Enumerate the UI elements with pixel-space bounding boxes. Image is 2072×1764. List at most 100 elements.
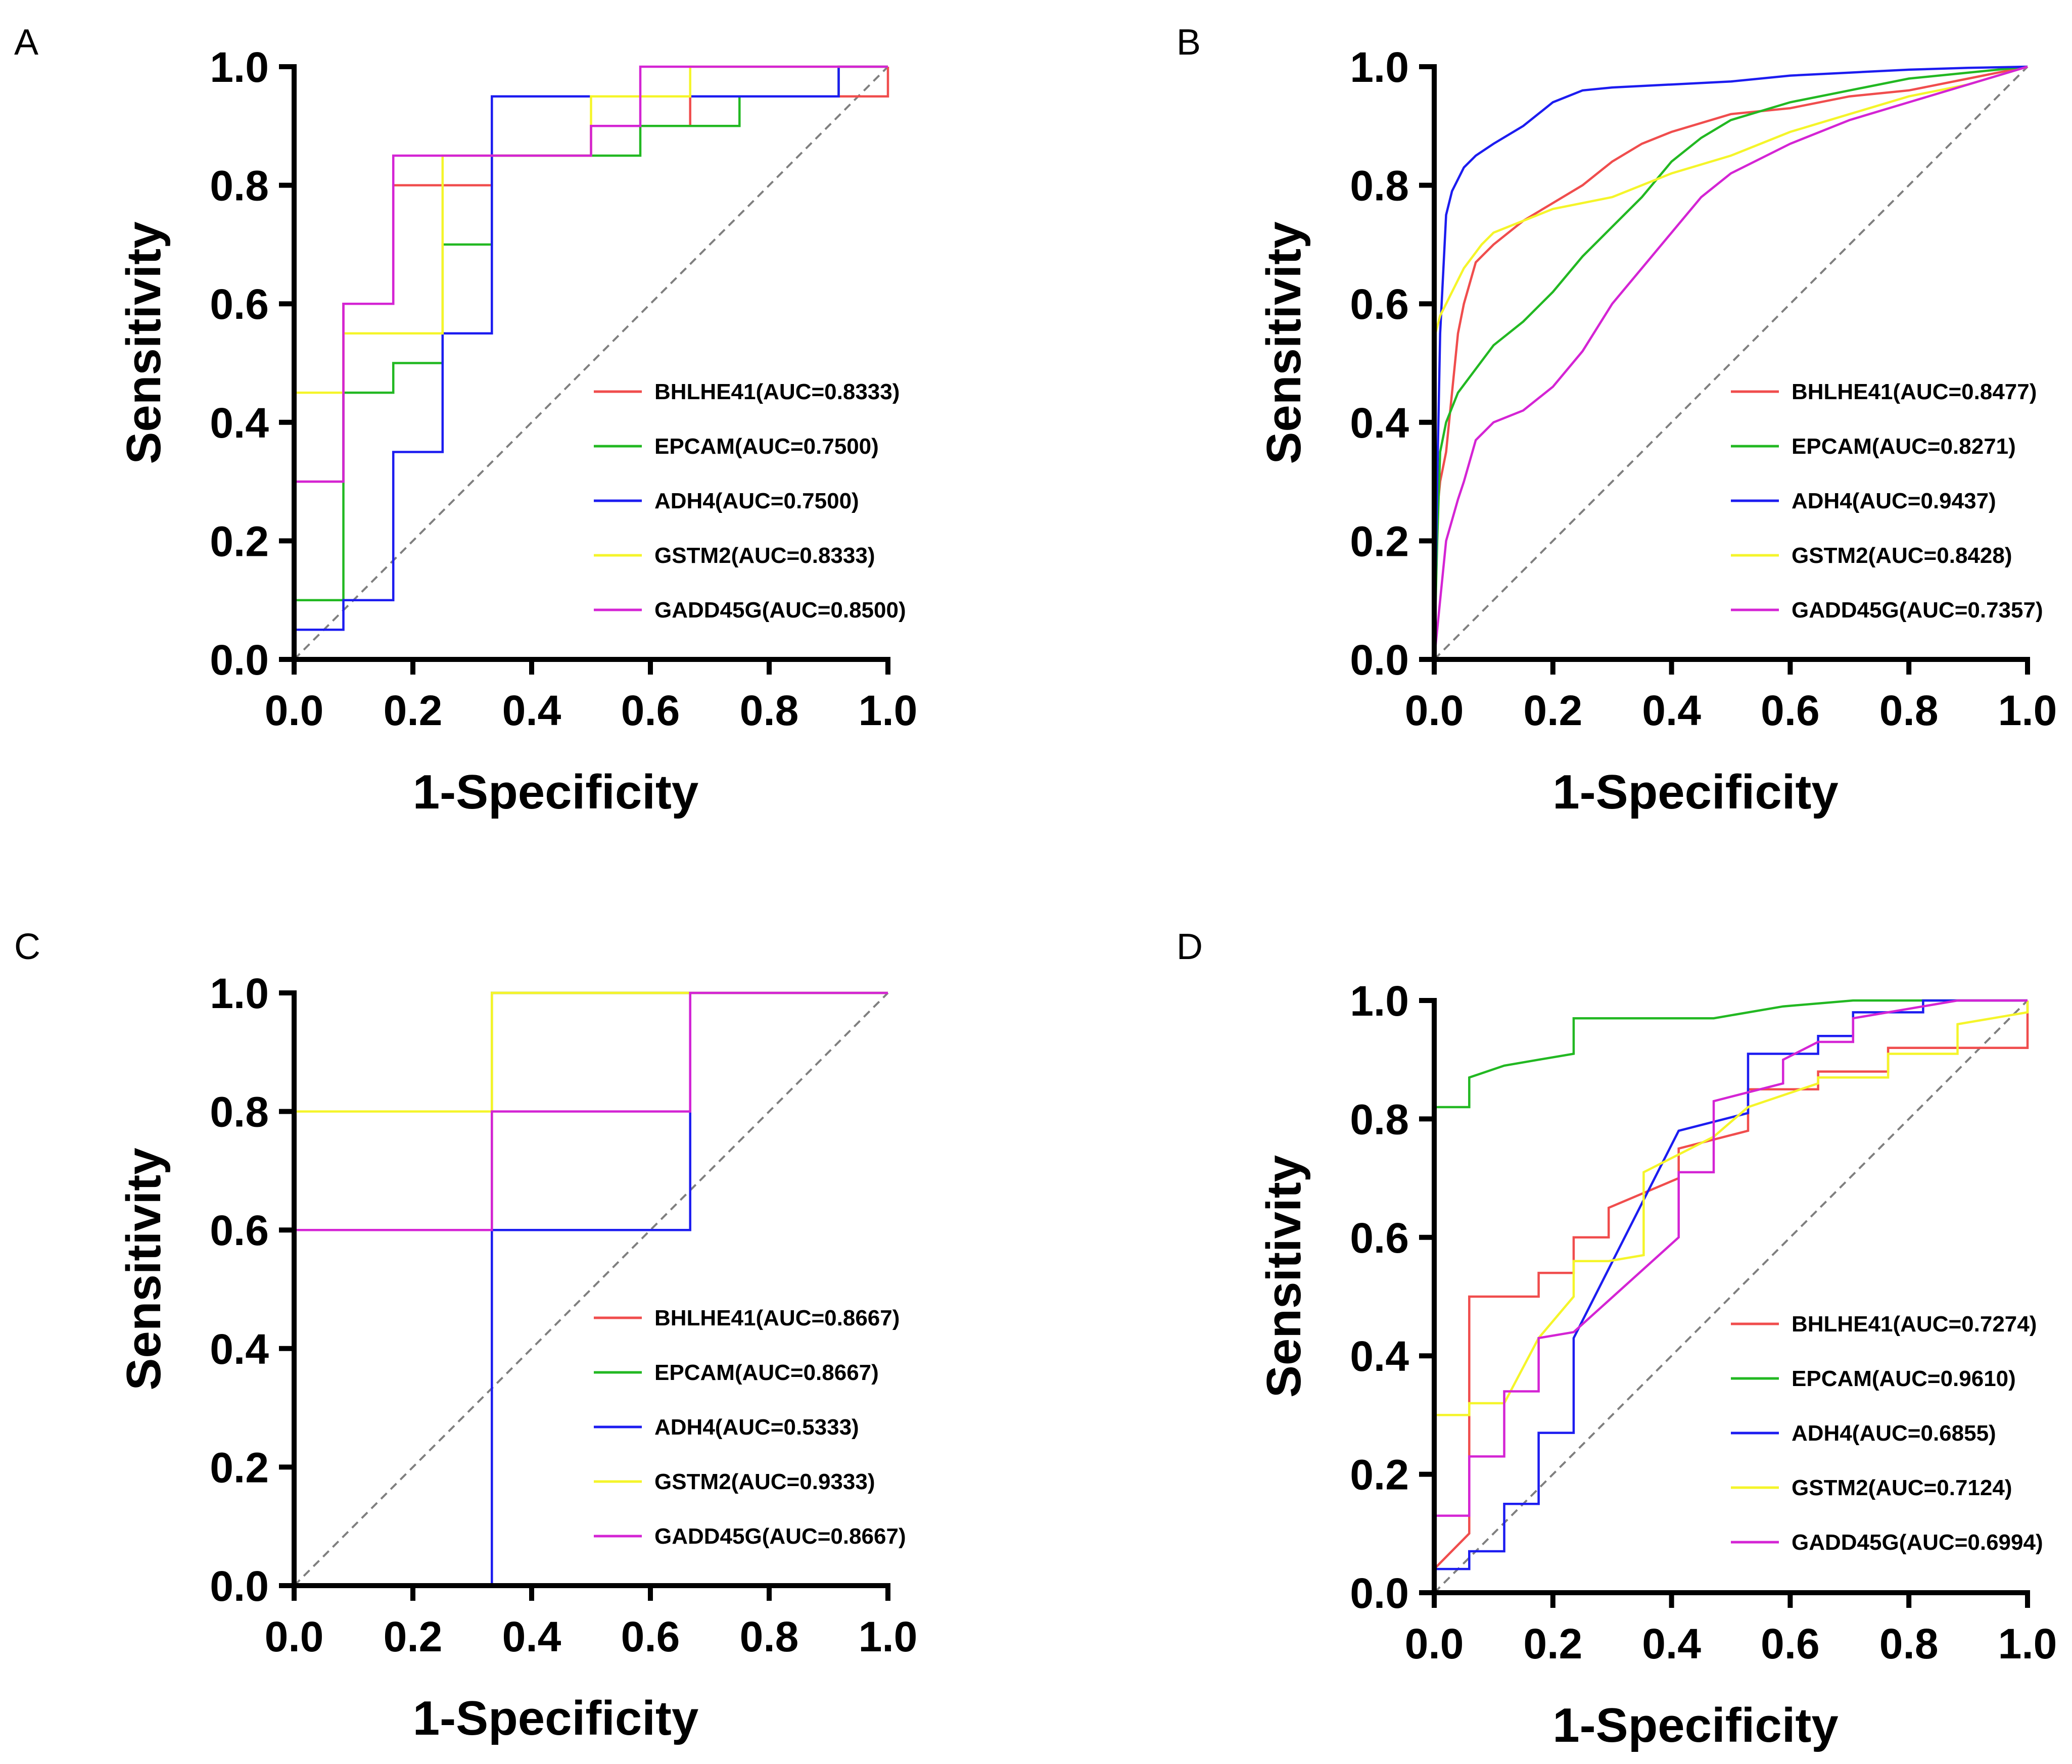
y-tick-label: 0.2 <box>210 1444 269 1491</box>
y-tick-label: 0.8 <box>210 1088 269 1136</box>
y-tick-label: 0.0 <box>1350 1569 1409 1617</box>
panel-label: B <box>1176 22 1201 63</box>
x-tick-label: 0.8 <box>1879 1620 1939 1667</box>
y-tick-label: 0.2 <box>1350 517 1409 565</box>
legend-label: BHLHE41(AUC=0.7274) <box>1792 1312 2037 1337</box>
y-tick-label: 0.4 <box>210 399 269 447</box>
y-tick-label: 0.8 <box>1350 1095 1409 1143</box>
x-tick-label: 0.0 <box>265 1613 324 1660</box>
roc-curve-epcam <box>1433 999 2028 1593</box>
y-tick-label: 0.6 <box>210 1207 269 1254</box>
y-axis-title: Sensitivity <box>1257 1155 1311 1398</box>
legend: BHLHE41(AUC=0.8477) EPCAM(AUC=0.8271) ADH4… <box>1731 379 2043 623</box>
panel-d: D 0.00.0 0.2 0.2 0.4 0.4 0.6 0.6 0.8 0.8 1.0 1.0 1-S… <box>1176 927 2057 1752</box>
panel-c: C 0.00.0 0.2 0.2 0.4 0.4 0.6 0.6 0.8 0.8 1.0 1.0 1-S… <box>14 927 917 1745</box>
legend-label: GSTM2(AUC=0.9333) <box>654 1469 875 1494</box>
roc-curve-gadd45g <box>1433 999 2028 1593</box>
roc-curve-adh4 <box>1433 65 2028 660</box>
panel-a: A 0.00.0 0.2 0.2 0.4 0.4 0.6 0.6 0.8 0.8 1.0 1.0 1-S… <box>14 22 917 819</box>
x-axis-title: 1-Specificity <box>413 1691 699 1745</box>
roc-curve-adh4 <box>1433 999 2028 1593</box>
x-tick-label: 0.2 <box>1523 1620 1582 1667</box>
x-tick-label: 0.8 <box>740 1613 799 1660</box>
roc-curve-gadd45g <box>1433 65 2028 660</box>
x-tick-label: 1.0 <box>1998 687 2057 734</box>
x-tick-label: 0.8 <box>740 687 799 734</box>
y-tick-label: 0.2 <box>1350 1451 1409 1499</box>
reference-diagonal <box>1433 66 2029 660</box>
x-axis-title: 1-Specificity <box>1552 765 1839 819</box>
legend-label: EPCAM(AUC=0.8667) <box>654 1360 879 1385</box>
reference-diagonal <box>293 992 889 1587</box>
y-tick-label: 0.4 <box>1350 1332 1409 1380</box>
legend-label: GADD45G(AUC=0.7357) <box>1792 598 2043 623</box>
legend: BHLHE41(AUC=0.8667) EPCAM(AUC=0.8667) ADH4… <box>594 1306 906 1549</box>
reference-diagonal <box>1433 999 2029 1594</box>
legend-label: GADD45G(AUC=0.8667) <box>654 1524 906 1549</box>
x-tick-label: 1.0 <box>859 687 918 734</box>
x-tick-label: 0.6 <box>621 687 680 734</box>
y-axis-title: Sensitivity <box>1257 221 1311 464</box>
legend-label: ADH4(AUC=0.7500) <box>654 489 859 513</box>
legend-label: GSTM2(AUC=0.8333) <box>654 543 875 568</box>
legend-label: EPCAM(AUC=0.8271) <box>1792 434 2016 459</box>
legend: BHLHE41(AUC=0.8333) EPCAM(AUC=0.7500) ADH4… <box>594 379 906 623</box>
legend-label: GADD45G(AUC=0.8500) <box>654 598 906 623</box>
x-tick-label: 0.0 <box>1405 687 1464 734</box>
y-tick-label: 0.0 <box>210 636 269 684</box>
y-tick-label: 0.4 <box>1350 399 1409 447</box>
x-tick-label: 1.0 <box>1998 1620 2057 1667</box>
roc-curve-gadd45g <box>293 65 888 659</box>
roc-curve-bhlhe41 <box>1433 65 2028 660</box>
y-tick-label: 0.0 <box>1350 636 1409 684</box>
x-tick-label: 0.4 <box>1642 1620 1701 1667</box>
x-tick-label: 0.0 <box>1405 1620 1464 1667</box>
x-tick-label: 0.6 <box>1761 687 1820 734</box>
roc-curve-adh4 <box>293 65 888 659</box>
legend-label: EPCAM(AUC=0.9610) <box>1792 1366 2016 1391</box>
x-tick-label: 0.2 <box>1523 687 1582 734</box>
x-axis-title: 1-Specificity <box>1552 1698 1839 1752</box>
y-axis-title: Sensitivity <box>117 1148 171 1390</box>
y-tick-label: 1.0 <box>1350 43 1409 91</box>
legend-label: GSTM2(AUC=0.8428) <box>1792 543 2012 568</box>
legend-label: ADH4(AUC=0.6855) <box>1792 1421 1996 1446</box>
y-tick-label: 0.8 <box>1350 162 1409 210</box>
x-tick-label: 0.2 <box>384 1613 443 1660</box>
legend: BHLHE41(AUC=0.7274) EPCAM(AUC=0.9610) ADH4… <box>1731 1312 2043 1555</box>
y-tick-label: 0.8 <box>210 162 269 210</box>
roc-curve-gstm2 <box>1433 65 2028 660</box>
panel-b: B 0.00.0 0.2 0.2 0.4 0.4 0.6 0.6 0.8 0.8 1.0 1.0 1-S… <box>1176 22 2057 819</box>
legend-label: GSTM2(AUC=0.7124) <box>1792 1475 2012 1500</box>
y-tick-label: 1.0 <box>210 43 269 91</box>
y-tick-label: 0.0 <box>210 1562 269 1610</box>
panel-label: C <box>14 927 40 967</box>
x-tick-label: 0.6 <box>621 1613 680 1660</box>
legend-label: GADD45G(AUC=0.6994) <box>1792 1530 2043 1555</box>
legend-label: BHLHE41(AUC=0.8667) <box>654 1306 900 1330</box>
y-tick-label: 0.4 <box>210 1325 269 1373</box>
y-tick-label: 1.0 <box>1350 977 1409 1025</box>
panel-label: A <box>14 22 38 63</box>
legend-label: ADH4(AUC=0.9437) <box>1792 489 1996 513</box>
x-tick-label: 0.4 <box>1642 687 1701 734</box>
legend-label: ADH4(AUC=0.5333) <box>654 1415 859 1440</box>
x-tick-label: 0.4 <box>502 1613 561 1660</box>
legend-label: BHLHE41(AUC=0.8333) <box>654 379 900 404</box>
panel-label: D <box>1176 927 1203 967</box>
roc-curve-epcam <box>1433 65 2028 660</box>
y-tick-label: 0.2 <box>210 517 269 565</box>
legend-label: BHLHE41(AUC=0.8477) <box>1792 379 2037 404</box>
y-tick-label: 0.6 <box>1350 280 1409 328</box>
y-tick-label: 0.6 <box>210 280 269 328</box>
x-tick-label: 0.6 <box>1761 1620 1820 1667</box>
x-axis-title: 1-Specificity <box>413 765 699 819</box>
legend-label: EPCAM(AUC=0.7500) <box>654 434 879 459</box>
y-axis-title: Sensitivity <box>117 221 171 464</box>
y-tick-label: 0.6 <box>1350 1214 1409 1262</box>
x-tick-label: 0.0 <box>265 687 324 734</box>
roc-curve-gstm2 <box>1433 1000 2029 1593</box>
x-tick-label: 0.4 <box>502 687 561 734</box>
x-tick-label: 0.2 <box>384 687 443 734</box>
